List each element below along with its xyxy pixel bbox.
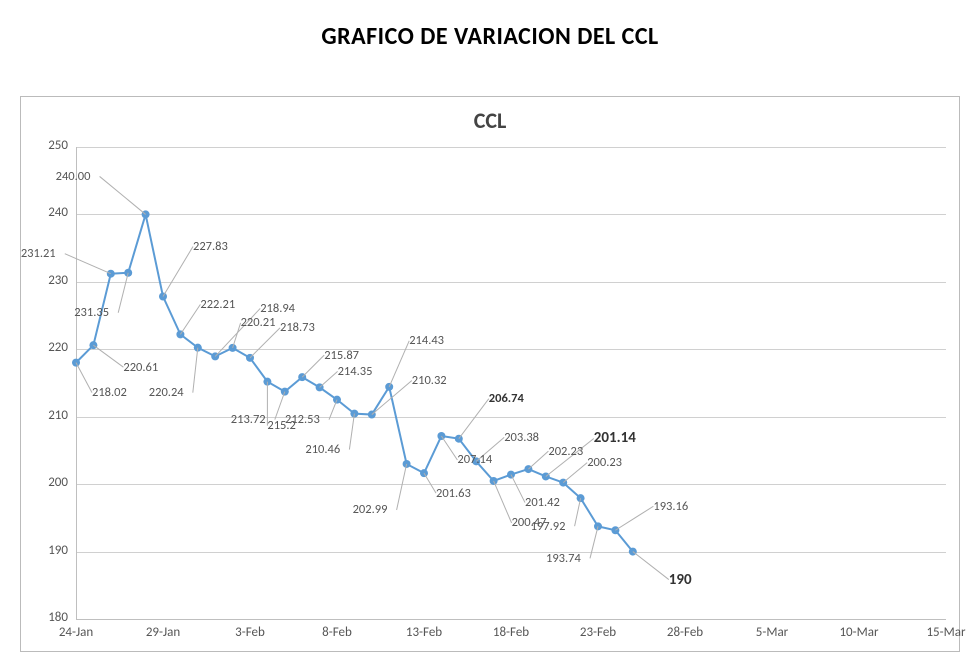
data-label: 203.38 (504, 430, 539, 445)
data-marker (194, 344, 202, 352)
y-tick-label: 220 (28, 340, 68, 355)
data-marker (368, 411, 376, 419)
data-label: 212.53 (285, 412, 320, 427)
data-marker (577, 494, 585, 502)
data-label: 201.42 (525, 495, 560, 510)
data-label: 206.74 (489, 391, 524, 406)
y-tick-label: 210 (28, 408, 68, 423)
y-tick-label: 240 (28, 205, 68, 220)
x-tick-label: 23-Feb (568, 625, 628, 640)
data-marker (542, 472, 550, 480)
data-label: 207.14 (457, 452, 492, 467)
data-label: 240.00 (56, 169, 91, 184)
data-marker (263, 378, 271, 386)
data-marker (594, 522, 602, 530)
data-marker (437, 432, 445, 440)
data-label: 213.72 (231, 412, 266, 427)
data-label: 190 (669, 571, 692, 589)
data-label: 193.74 (546, 551, 581, 566)
data-label: 210.32 (412, 373, 447, 388)
data-marker (229, 344, 237, 352)
data-marker (559, 479, 567, 487)
x-tick-label: 10-Mar (829, 625, 889, 640)
data-marker (524, 465, 532, 473)
bottom-axis-line (76, 619, 946, 620)
data-marker (298, 373, 306, 381)
data-marker (246, 354, 254, 362)
x-tick-label: 29-Jan (133, 625, 193, 640)
data-marker (455, 435, 463, 443)
page: GRAFICO DE VARIACION DEL CCL CCL 1801902… (0, 0, 980, 672)
data-marker (385, 383, 393, 391)
data-label: 201.63 (436, 486, 471, 501)
data-marker (89, 341, 97, 349)
data-label: 210.46 (305, 442, 340, 457)
chart-plot-area: 18019020021022023024025024-Jan29-Jan3-Fe… (76, 147, 946, 619)
data-label: 231.21 (21, 246, 56, 261)
data-label: 202.23 (548, 444, 583, 459)
data-label: 214.35 (338, 364, 373, 379)
data-marker (333, 396, 341, 404)
data-marker (350, 410, 358, 418)
data-marker (72, 359, 80, 367)
data-label: 222.21 (200, 297, 235, 312)
x-tick-label: 3-Feb (220, 625, 280, 640)
chart-container: CCL 18019020021022023024025024-Jan29-Jan… (20, 96, 960, 652)
data-label: 220.21 (241, 315, 276, 330)
data-label: 214.43 (409, 333, 444, 348)
data-label: 220.61 (123, 360, 158, 375)
data-label: 227.83 (193, 239, 228, 254)
data-label: 220.24 (149, 385, 184, 400)
data-marker (507, 471, 515, 479)
line-series (76, 147, 946, 619)
data-marker (107, 270, 115, 278)
chart-title: CCL (21, 107, 959, 134)
x-tick-label: 15-Mar (916, 625, 976, 640)
data-marker (124, 269, 132, 277)
page-title: GRAFICO DE VARIACION DEL CCL (0, 22, 980, 51)
data-marker (159, 292, 167, 300)
data-label: 218.73 (280, 320, 315, 335)
data-marker (420, 469, 428, 477)
data-marker (490, 477, 498, 485)
data-label: 218.94 (260, 301, 295, 316)
data-marker (611, 526, 619, 534)
y-tick-label: 230 (28, 273, 68, 288)
data-label: 218.02 (92, 385, 127, 400)
y-tick-label: 250 (28, 138, 68, 153)
data-marker (281, 388, 289, 396)
data-marker (316, 383, 324, 391)
y-tick-label: 200 (28, 475, 68, 490)
data-label: 200.23 (587, 455, 622, 470)
x-tick-label: 8-Feb (307, 625, 367, 640)
data-label: 197.92 (531, 519, 566, 534)
x-tick-label: 24-Jan (46, 625, 106, 640)
x-tick-label: 5-Mar (742, 625, 802, 640)
data-marker (403, 460, 411, 468)
x-tick-label: 13-Feb (394, 625, 454, 640)
data-label: 231.35 (74, 305, 109, 320)
y-tick-label: 190 (28, 543, 68, 558)
data-label: 215.87 (324, 348, 359, 363)
data-marker (211, 352, 219, 360)
data-label: 201.14 (594, 429, 636, 447)
data-marker (176, 330, 184, 338)
y-tick-label: 180 (28, 610, 68, 625)
x-tick-label: 28-Feb (655, 625, 715, 640)
x-tick-label: 18-Feb (481, 625, 541, 640)
data-marker (142, 210, 150, 218)
data-label: 193.16 (653, 499, 688, 514)
data-marker (629, 548, 637, 556)
data-label: 202.99 (353, 502, 388, 517)
